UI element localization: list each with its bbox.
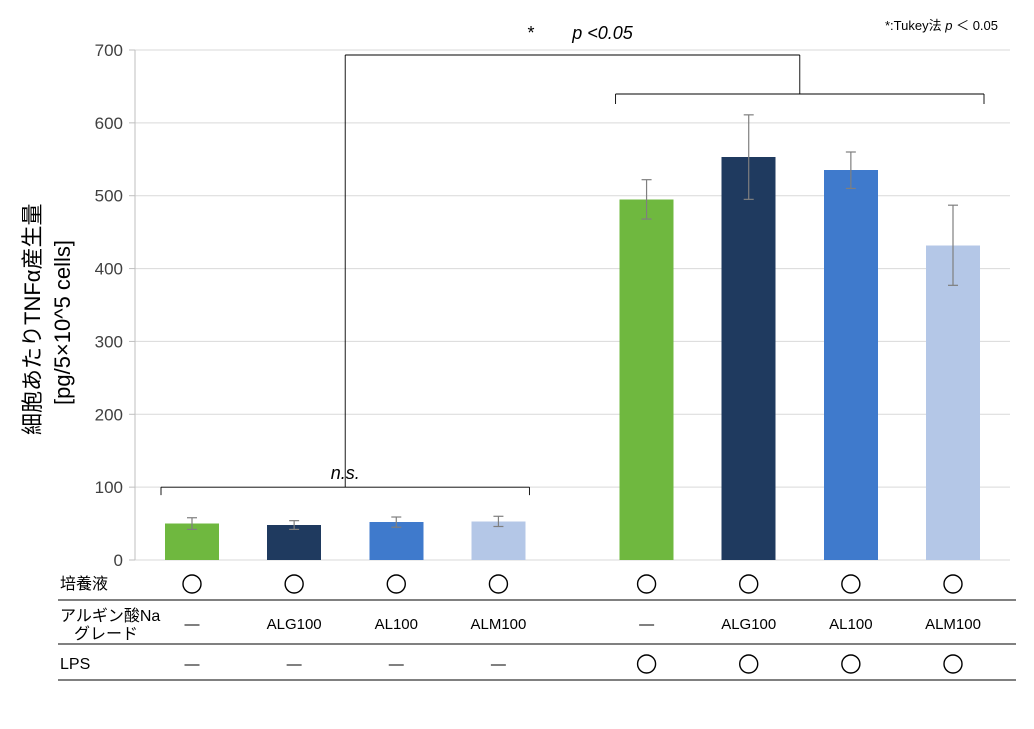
bar-7 [926, 245, 980, 560]
y-axis-title-line2: [pg/5×10^5 cells] [50, 240, 75, 405]
table-circle-r2-c4 [638, 655, 656, 673]
table-circle-r2-c7 [944, 655, 962, 673]
table-cell-r1-c0: — [185, 616, 200, 633]
y-tick-label: 0 [114, 551, 123, 570]
tnf-alpha-bar-chart: 0 100 200 300 400 500 600 700 細胞あたりTNFα産生量[pg/5×… [0, 0, 1034, 729]
table-cell-r2-c2: — [389, 656, 404, 673]
table-circle-r0-c0 [183, 575, 201, 593]
table-cell-r2-c3: — [491, 656, 506, 673]
table-circle-r0-c5 [740, 575, 758, 593]
table-circle-r0-c6 [842, 575, 860, 593]
significance-star: * [528, 23, 535, 43]
table-circle-r0-c7 [944, 575, 962, 593]
chart-svg: 0 100 200 300 400 500 600 700 細胞あたりTNFα産生量[pg/5×… [0, 0, 1034, 729]
y-tick-label: 400 [95, 260, 123, 279]
y-tick-label: 700 [95, 41, 123, 60]
bar-3 [471, 521, 525, 560]
table-row-label-1-b: グレード [74, 625, 138, 643]
table-circle-r0-c2 [387, 575, 405, 593]
table-cell-r1-c6: AL100 [829, 616, 872, 633]
table-cell-r1-c1: ALG100 [267, 616, 322, 633]
table-cell-r1-c5: ALG100 [721, 616, 776, 633]
table-cell-r1-c2: AL100 [375, 616, 418, 633]
table-cell-r1-c4: — [639, 616, 654, 633]
table-cell-r1-c7: ALM100 [925, 616, 981, 633]
y-tick-label: 200 [95, 405, 123, 424]
table-circle-r0-c3 [489, 575, 507, 593]
table-circle-r0-c1 [285, 575, 303, 593]
table-cell-r2-c0: — [185, 656, 200, 673]
table-circle-r2-c5 [740, 655, 758, 673]
p-value-label: p <0.05 [571, 23, 634, 43]
bar-5 [722, 157, 776, 560]
bar-1 [267, 525, 321, 560]
bar-4 [620, 199, 674, 560]
table-row-label-0: 培養液 [60, 575, 108, 593]
table-cell-r2-c1: — [287, 656, 302, 673]
bar-6 [824, 170, 878, 560]
table-row-label-2: LPS [60, 656, 90, 673]
y-tick-label: 300 [95, 332, 123, 351]
y-tick-label: 100 [95, 478, 123, 497]
table-circle-r0-c4 [638, 575, 656, 593]
table-circle-r2-c6 [842, 655, 860, 673]
table-row-label-1-a: アルギン酸Na [60, 607, 160, 625]
y-tick-label: 500 [95, 187, 123, 206]
y-tick-label: 600 [95, 114, 123, 133]
y-axis-title-line1: 細胞あたりTNFα産生量 [20, 204, 45, 435]
footnote: *:Tukey法 p ＜ 0.05 [885, 18, 998, 33]
table-cell-r1-c3: ALM100 [470, 616, 526, 633]
